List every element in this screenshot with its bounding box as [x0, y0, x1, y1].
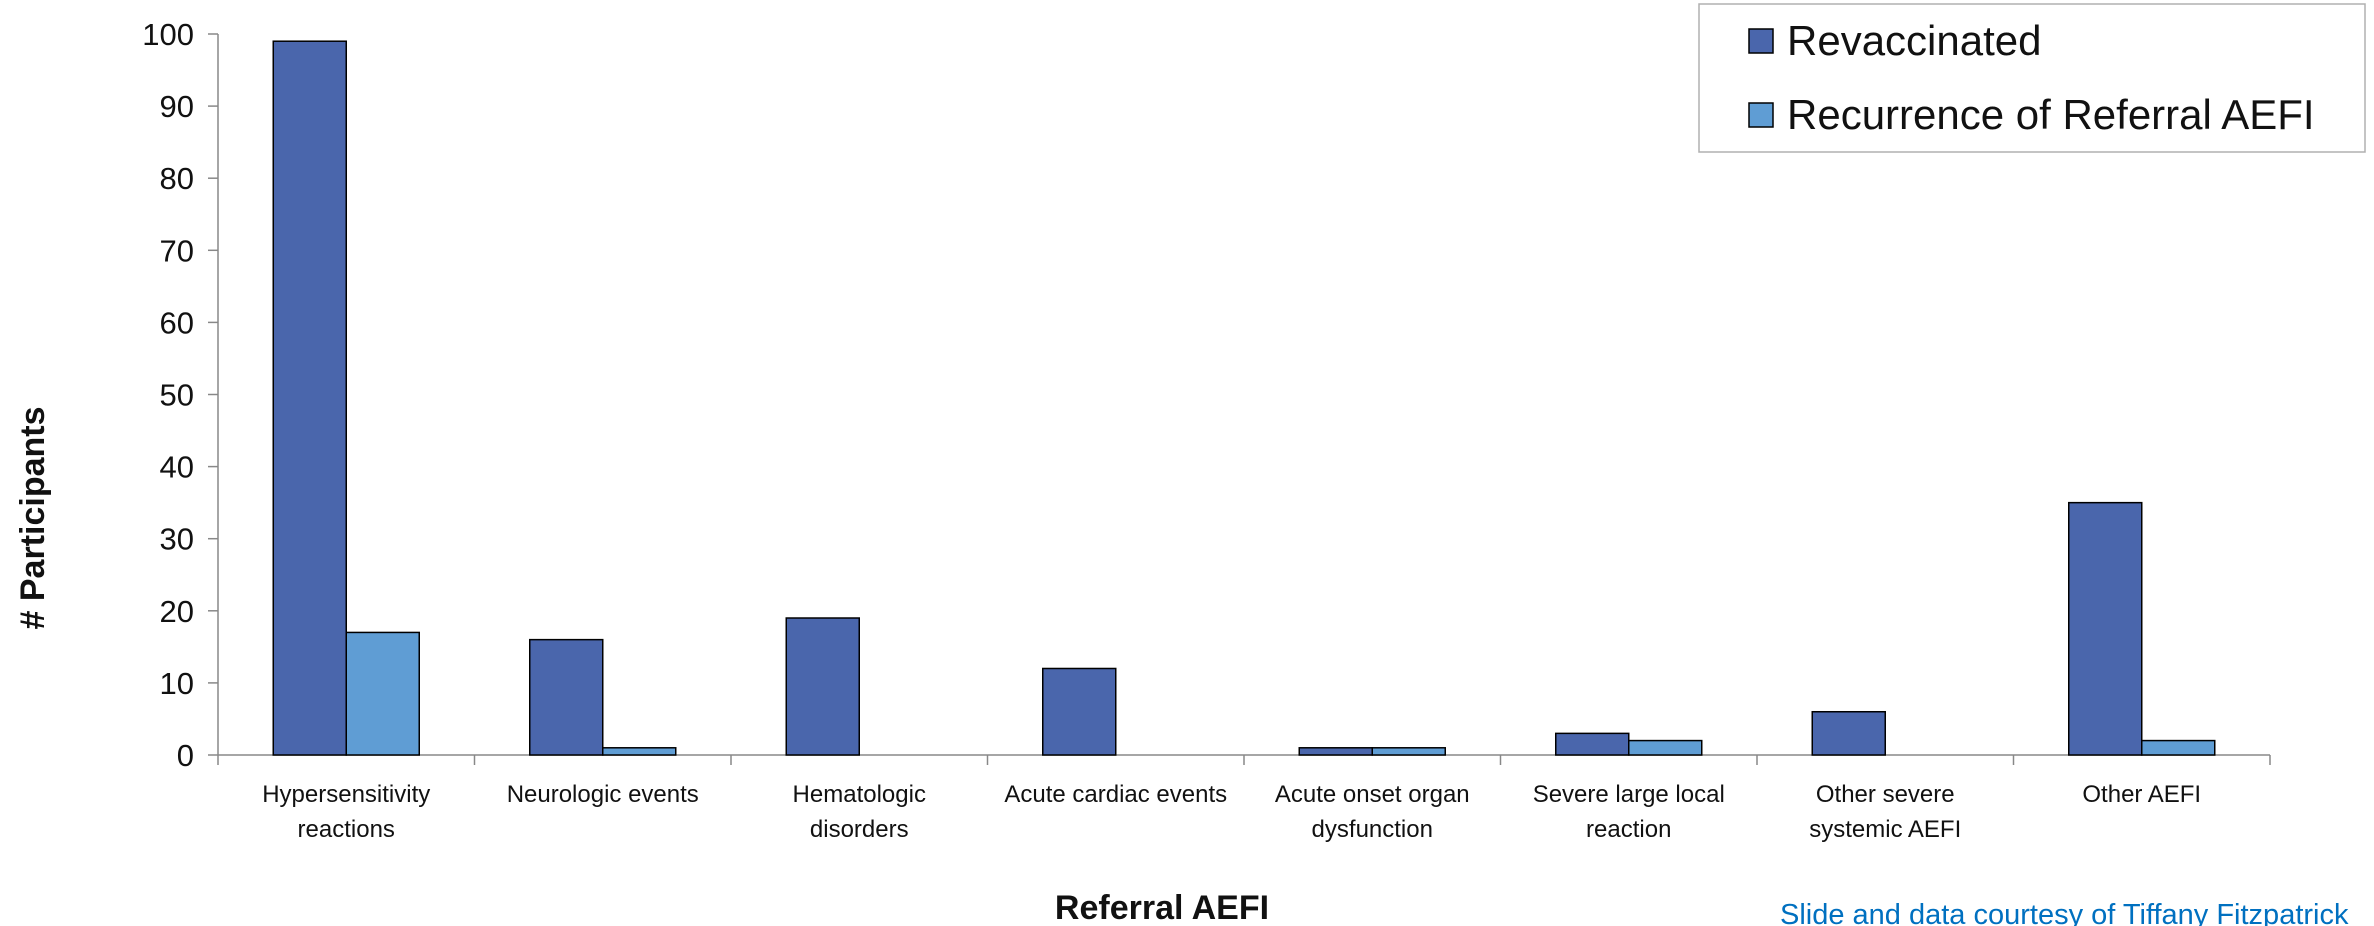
- x-tick-label: Hypersensitivity reactions: [262, 781, 430, 843]
- bar-revaccinated-5: [1555, 732, 1630, 756]
- x-tick-label: Neurologic events: [507, 781, 699, 808]
- legend-label-recurrence: Recurrence of Referral AEFI: [1787, 91, 2315, 138]
- bar-revaccinated-0: [272, 40, 347, 756]
- x-tick-label: Acute cardiac events: [1004, 781, 1227, 808]
- legend-swatch-revaccinated: [1748, 28, 1774, 54]
- bar-revaccinated-7: [2068, 501, 2143, 756]
- legend-swatch-recurrence: [1748, 102, 1774, 128]
- bar-revaccinated-6: [1811, 710, 1886, 756]
- y-tick-label: 10: [160, 666, 194, 701]
- y-tick-label: 60: [160, 305, 194, 340]
- x-tick-label: Acute onset organ dysfunction: [1275, 781, 1470, 843]
- y-tick-label: 90: [160, 89, 194, 124]
- legend: Revaccinated Recurrence of Referral AEFI: [1698, 3, 2366, 153]
- y-tick-label: 50: [160, 378, 194, 413]
- bar-recurrence-1: [602, 747, 677, 756]
- y-tick-label: 80: [160, 161, 194, 196]
- slide-credit: Slide and data courtesy of Tiffany Fitzp…: [1780, 899, 2349, 926]
- x-axis: [217, 754, 2271, 765]
- x-tick-labels: Hypersensitivity reactions Neurologic even…: [262, 781, 2201, 843]
- y-axis-title: # Participants: [14, 407, 52, 630]
- bar-revaccinated-3: [1042, 667, 1117, 756]
- x-tick-label: Other AEFI: [2082, 781, 2201, 808]
- y-axis: 0 10 20 30 40 50 60 70 80 90 100: [142, 17, 219, 773]
- y-tick-label: 0: [177, 738, 194, 773]
- bar-recurrence-7: [2141, 739, 2216, 756]
- y-tick-label: 30: [160, 522, 194, 557]
- bar-recurrence-4: [1371, 747, 1446, 756]
- bar-revaccinated-1: [529, 638, 604, 756]
- bars: [272, 40, 2216, 756]
- y-tick-label: 100: [142, 17, 194, 52]
- bar-recurrence-5: [1628, 739, 1703, 756]
- bar-recurrence-0: [345, 631, 420, 756]
- legend-frame: [1698, 3, 2366, 153]
- x-tick-label: Hematologic disorders: [793, 781, 926, 843]
- legend-label-revaccinated: Revaccinated: [1787, 17, 2041, 64]
- bar-revaccinated-4: [1298, 747, 1373, 756]
- y-tick-label: 20: [160, 594, 194, 629]
- x-tick-label: Severe large local reaction: [1533, 781, 1725, 843]
- bar-revaccinated-2: [785, 617, 860, 756]
- y-tick-label: 40: [160, 450, 194, 485]
- y-tick-label: 70: [160, 233, 194, 268]
- x-axis-title: Referral AEFI: [1055, 889, 1269, 926]
- x-tick-label: Other severe systemic AEFI: [1809, 781, 1961, 843]
